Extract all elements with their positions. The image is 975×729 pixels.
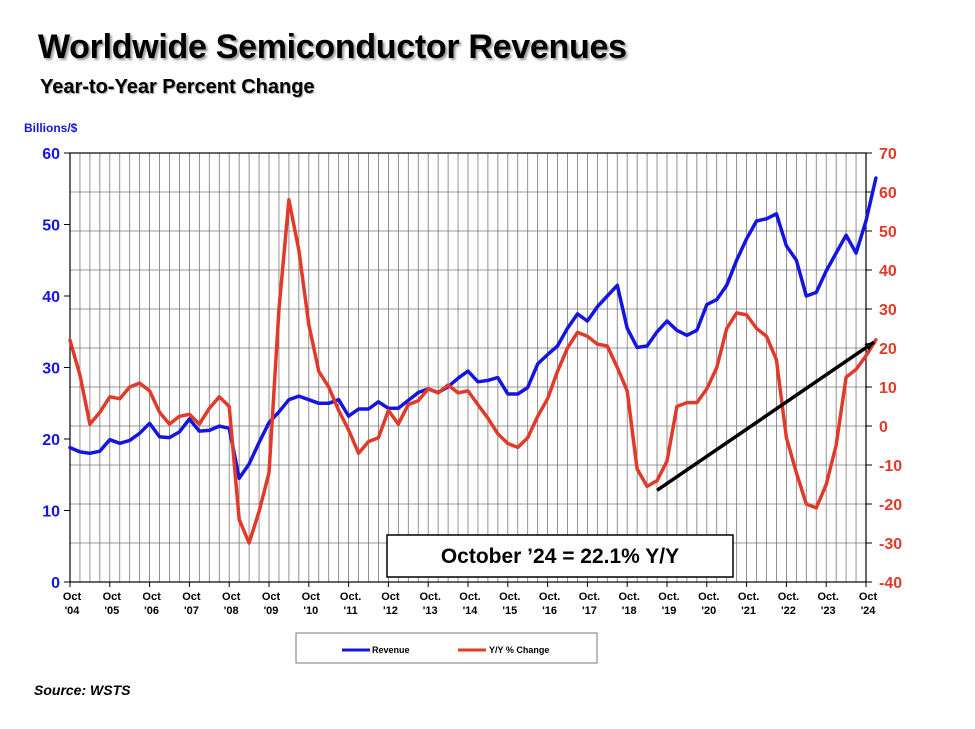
x-axis-tick-label: Oct. [459, 591, 480, 603]
x-axis-tick-label: '06 [144, 605, 159, 617]
x-axis-tick-label: '18 [622, 605, 637, 617]
x-axis-tick-label: Oct. [658, 591, 679, 603]
x-axis-tick-label: Oct [262, 591, 281, 603]
annotation: October ’24 = 22.1% Y/Y [386, 340, 875, 578]
x-axis-tick-label: Oct [859, 591, 878, 603]
x-axis-tick-label: Oct. [419, 591, 440, 603]
x-axis-tick-label: '11 [343, 605, 357, 617]
right-axis-tick-label: 40 [879, 263, 897, 280]
x-axis-tick-label: '10 [303, 605, 318, 617]
legend-box [295, 632, 598, 664]
left-axis-tick-label: 10 [42, 504, 60, 521]
x-axis-tick-label: '13 [423, 605, 438, 617]
right-axis-tick-label: 70 [879, 146, 897, 163]
right-axis-tick-label: -20 [879, 497, 902, 514]
chart-subtitle: Year-to-Year Percent Change [40, 76, 315, 98]
x-axis-tick-label: '04 [65, 605, 81, 617]
left-axis-tick-label: 50 [42, 218, 60, 235]
gridlines [70, 153, 866, 582]
x-axis-tick-label: '22 [781, 605, 796, 617]
legend: Revenue Y/Y % Change [295, 632, 598, 664]
x-axis-tick-label: Oct [103, 591, 122, 603]
x-axis-tick-label: Oct. [778, 591, 799, 603]
x-axis-tick-label: '23 [821, 605, 836, 617]
x-axis-tick-label: Oct [302, 591, 321, 603]
right-axis-tick-label: 20 [879, 341, 897, 358]
right-axis-tick-label: 50 [879, 224, 897, 241]
x-axis-tick-label: '17 [582, 605, 597, 617]
x-axis-tick-label: Oct. [698, 591, 719, 603]
source-note: Source: WSTS [34, 682, 131, 698]
axes: 0 10 20 30 40 50 60 -40 -30 -20 -10 0 10 20 30 40 50 60 70… [42, 146, 902, 617]
legend-label: Revenue [372, 645, 410, 655]
x-axis-tick-label: '14 [463, 605, 479, 617]
x-axis-tick-label: Oct. [618, 591, 639, 603]
right-axis-tick-label: -30 [879, 536, 902, 553]
series [68, 176, 878, 545]
right-axis-tick-label: 30 [879, 302, 897, 319]
left-axis-label: Billions/$ [24, 121, 78, 135]
left-axis-tick-label: 0 [51, 575, 60, 592]
x-axis-tick-label: Oct [381, 591, 400, 603]
chart-title: Worldwide Semiconductor Revenues [38, 28, 627, 66]
x-axis-tick-label: '08 [224, 605, 239, 617]
legend-label: Y/Y % Change [489, 645, 549, 655]
x-axis-tick-label: Oct. [738, 591, 759, 603]
x-axis-tick-label: Oct. [579, 591, 600, 603]
right-axis-tick-label: 0 [879, 419, 888, 436]
x-axis-tick-label: '20 [701, 605, 716, 617]
right-axis-tick-label: -10 [879, 458, 902, 475]
left-axis-tick-label: 40 [42, 289, 60, 306]
x-axis-tick-label: Oct [222, 591, 241, 603]
annotation-box [386, 534, 734, 578]
yoy-change-line [68, 198, 878, 545]
x-axis-tick-label: Oct [142, 591, 161, 603]
annotation-label: October ’24 = 22.1% Y/Y [441, 545, 679, 568]
left-axis-tick-label: 60 [42, 146, 60, 163]
x-axis-tick-label: Oct. [340, 591, 361, 603]
right-axis-tick-label: 60 [879, 185, 897, 202]
x-axis-tick-label: '09 [264, 605, 279, 617]
x-axis-tick-label: '21 [741, 605, 756, 617]
x-axis-tick-label: '05 [104, 605, 119, 617]
x-axis-tick-label: Oct. [499, 591, 520, 603]
left-axis-tick-label: 30 [42, 361, 60, 378]
x-axis-tick-label: Oct [182, 591, 201, 603]
x-axis-tick-label: '16 [542, 605, 557, 617]
x-axis-tick-label: '12 [383, 605, 398, 617]
x-axis-tick-label: '15 [502, 605, 517, 617]
x-axis-tick-label: '24 [861, 605, 877, 617]
x-axis-tick-label: Oct. [817, 591, 838, 603]
x-axis-tick-label: Oct [63, 591, 82, 603]
x-axis-tick-label: '07 [184, 605, 199, 617]
right-axis-tick-label: 10 [879, 380, 897, 397]
revenue-line [68, 176, 878, 481]
left-axis-tick-label: 20 [42, 432, 60, 449]
right-axis-tick-label: -40 [879, 575, 902, 592]
annotation-arrow [656, 340, 875, 492]
x-axis-tick-label: Oct. [539, 591, 560, 603]
x-axis-tick-label: '19 [662, 605, 677, 617]
